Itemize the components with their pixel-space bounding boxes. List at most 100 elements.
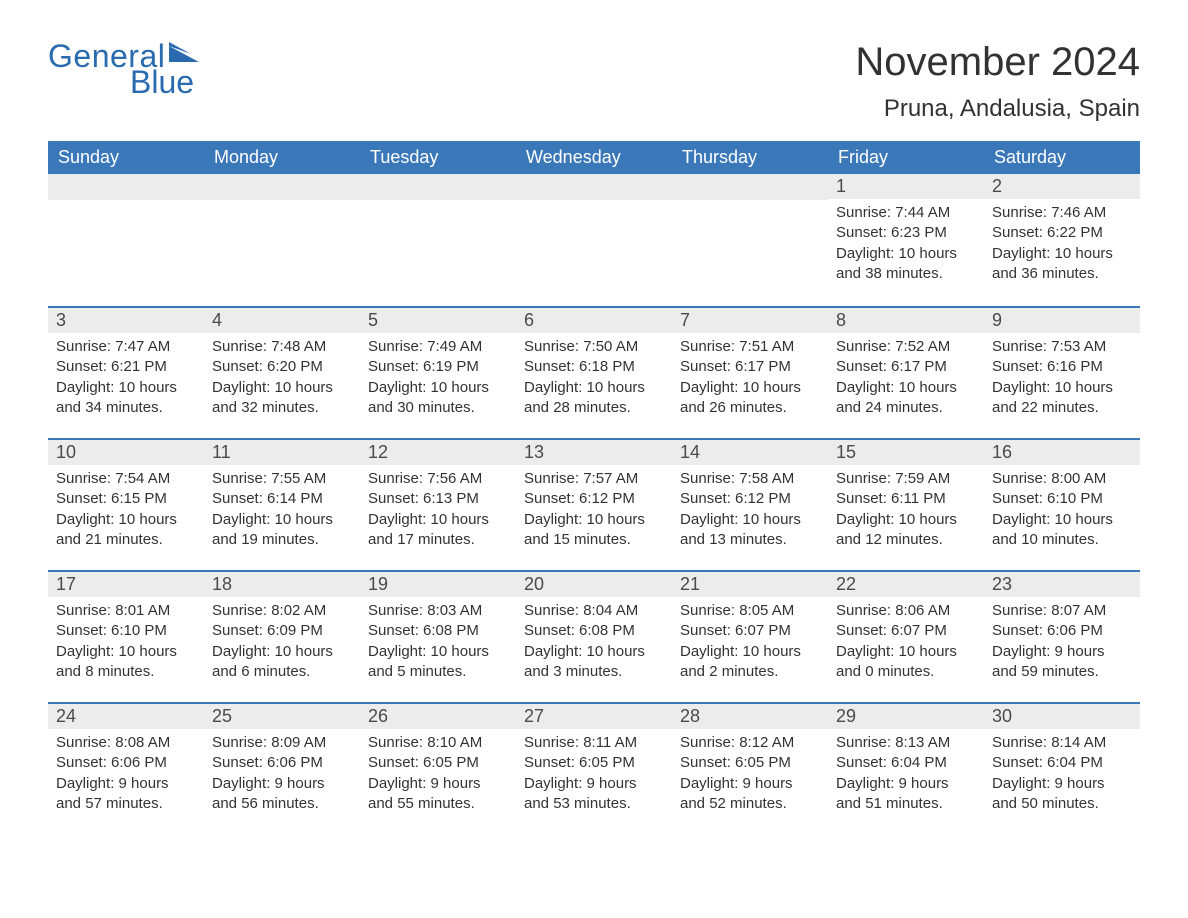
daylight-line: Daylight: 10 hours and 22 minutes. — [992, 378, 1132, 419]
calendar-day-cell: 9Sunrise: 7:53 AMSunset: 6:16 PMDaylight… — [984, 306, 1140, 438]
day-number: 6 — [516, 306, 672, 333]
sunrise-line: Sunrise: 8:05 AM — [680, 601, 820, 621]
day-details: Sunrise: 7:50 AMSunset: 6:18 PMDaylight:… — [516, 333, 672, 426]
sunrise-line: Sunrise: 8:06 AM — [836, 601, 976, 621]
sunrise-line: Sunrise: 8:02 AM — [212, 601, 352, 621]
calendar-day-cell: 14Sunrise: 7:58 AMSunset: 6:12 PMDayligh… — [672, 438, 828, 570]
sunrise-line: Sunrise: 7:53 AM — [992, 337, 1132, 357]
sunset-line: Sunset: 6:04 PM — [836, 753, 976, 773]
calendar-day-cell: 7Sunrise: 7:51 AMSunset: 6:17 PMDaylight… — [672, 306, 828, 438]
day-details: Sunrise: 8:07 AMSunset: 6:06 PMDaylight:… — [984, 597, 1140, 690]
daylight-line: Daylight: 10 hours and 13 minutes. — [680, 510, 820, 551]
daylight-line: Daylight: 10 hours and 36 minutes. — [992, 244, 1132, 285]
day-number: 19 — [360, 570, 516, 597]
day-details: Sunrise: 8:09 AMSunset: 6:06 PMDaylight:… — [204, 729, 360, 822]
daylight-line: Daylight: 9 hours and 51 minutes. — [836, 774, 976, 815]
sunrise-line: Sunrise: 7:50 AM — [524, 337, 664, 357]
day-number: 24 — [48, 702, 204, 729]
empty-day-strip — [48, 174, 204, 200]
day-number: 1 — [828, 174, 984, 199]
calendar-day-cell: 25Sunrise: 8:09 AMSunset: 6:06 PMDayligh… — [204, 702, 360, 834]
sunset-line: Sunset: 6:15 PM — [56, 489, 196, 509]
calendar-day-cell: 10Sunrise: 7:54 AMSunset: 6:15 PMDayligh… — [48, 438, 204, 570]
day-number: 14 — [672, 438, 828, 465]
day-details: Sunrise: 8:13 AMSunset: 6:04 PMDaylight:… — [828, 729, 984, 822]
daylight-line: Daylight: 9 hours and 56 minutes. — [212, 774, 352, 815]
day-number: 3 — [48, 306, 204, 333]
day-number: 26 — [360, 702, 516, 729]
day-details: Sunrise: 7:58 AMSunset: 6:12 PMDaylight:… — [672, 465, 828, 558]
sunset-line: Sunset: 6:20 PM — [212, 357, 352, 377]
day-number: 5 — [360, 306, 516, 333]
sunset-line: Sunset: 6:21 PM — [56, 357, 196, 377]
sunset-line: Sunset: 6:11 PM — [836, 489, 976, 509]
daylight-line: Daylight: 10 hours and 34 minutes. — [56, 378, 196, 419]
sunset-line: Sunset: 6:06 PM — [992, 621, 1132, 641]
calendar-week-row: 1Sunrise: 7:44 AMSunset: 6:23 PMDaylight… — [48, 174, 1140, 306]
calendar-day-cell: 6Sunrise: 7:50 AMSunset: 6:18 PMDaylight… — [516, 306, 672, 438]
sunset-line: Sunset: 6:12 PM — [524, 489, 664, 509]
logo-text-blue: Blue — [130, 66, 203, 98]
daylight-line: Daylight: 10 hours and 5 minutes. — [368, 642, 508, 683]
daylight-line: Daylight: 10 hours and 0 minutes. — [836, 642, 976, 683]
weekday-header: Monday — [204, 141, 360, 174]
daylight-line: Daylight: 10 hours and 24 minutes. — [836, 378, 976, 419]
daylight-line: Daylight: 10 hours and 19 minutes. — [212, 510, 352, 551]
daylight-line: Daylight: 10 hours and 15 minutes. — [524, 510, 664, 551]
calendar-day-cell: 21Sunrise: 8:05 AMSunset: 6:07 PMDayligh… — [672, 570, 828, 702]
day-details: Sunrise: 8:05 AMSunset: 6:07 PMDaylight:… — [672, 597, 828, 690]
page-header: General Blue November 2024 Pruna, Andalu… — [48, 40, 1140, 123]
daylight-line: Daylight: 10 hours and 21 minutes. — [56, 510, 196, 551]
sunset-line: Sunset: 6:10 PM — [56, 621, 196, 641]
calendar-day-cell: 29Sunrise: 8:13 AMSunset: 6:04 PMDayligh… — [828, 702, 984, 834]
day-details: Sunrise: 7:54 AMSunset: 6:15 PMDaylight:… — [48, 465, 204, 558]
calendar-day-cell: 11Sunrise: 7:55 AMSunset: 6:14 PMDayligh… — [204, 438, 360, 570]
weekday-header: Thursday — [672, 141, 828, 174]
calendar-day-cell: 1 Sunrise: 7:44 AMSunset: 6:23 PMDaylight… — [828, 174, 984, 306]
day-details: Sunrise: 7:47 AMSunset: 6:21 PMDaylight:… — [48, 333, 204, 426]
day-number: 17 — [48, 570, 204, 597]
empty-day-strip — [516, 174, 672, 200]
sunset-line: Sunset: 6:07 PM — [680, 621, 820, 641]
sunrise-line: Sunrise: 7:55 AM — [212, 469, 352, 489]
calendar-day-cell: 2Sunrise: 7:46 AMSunset: 6:22 PMDaylight… — [984, 174, 1140, 306]
daylight-line: Daylight: 10 hours and 3 minutes. — [524, 642, 664, 683]
sunrise-line: Sunrise: 7:54 AM — [56, 469, 196, 489]
day-number: 13 — [516, 438, 672, 465]
calendar-day-cell: 3Sunrise: 7:47 AMSunset: 6:21 PMDaylight… — [48, 306, 204, 438]
daylight-line: Daylight: 10 hours and 38 minutes. — [836, 244, 976, 285]
day-details: Sunrise: 8:11 AMSunset: 6:05 PMDaylight:… — [516, 729, 672, 822]
day-details: Sunrise: 7:52 AMSunset: 6:17 PMDaylight:… — [828, 333, 984, 426]
day-number: 10 — [48, 438, 204, 465]
calendar-week-row: 3Sunrise: 7:47 AMSunset: 6:21 PMDaylight… — [48, 306, 1140, 438]
day-number: 30 — [984, 702, 1140, 729]
weekday-header: Sunday — [48, 141, 204, 174]
sunrise-line: Sunrise: 7:49 AM — [368, 337, 508, 357]
sunset-line: Sunset: 6:13 PM — [368, 489, 508, 509]
day-details: Sunrise: 7:48 AMSunset: 6:20 PMDaylight:… — [204, 333, 360, 426]
sunset-line: Sunset: 6:23 PM — [836, 223, 976, 243]
day-number: 27 — [516, 702, 672, 729]
day-details: Sunrise: 8:10 AMSunset: 6:05 PMDaylight:… — [360, 729, 516, 822]
sunset-line: Sunset: 6:19 PM — [368, 357, 508, 377]
sunrise-line: Sunrise: 7:46 AM — [992, 203, 1132, 223]
day-number: 29 — [828, 702, 984, 729]
day-details: Sunrise: 8:03 AMSunset: 6:08 PMDaylight:… — [360, 597, 516, 690]
calendar-day-cell: 19Sunrise: 8:03 AMSunset: 6:08 PMDayligh… — [360, 570, 516, 702]
day-number: 28 — [672, 702, 828, 729]
day-number: 4 — [204, 306, 360, 333]
day-details: Sunrise: 8:01 AMSunset: 6:10 PMDaylight:… — [48, 597, 204, 690]
empty-day-strip — [360, 174, 516, 200]
day-number: 15 — [828, 438, 984, 465]
sunset-line: Sunset: 6:22 PM — [992, 223, 1132, 243]
sunrise-line: Sunrise: 7:44 AM — [836, 203, 976, 223]
sunset-line: Sunset: 6:05 PM — [524, 753, 664, 773]
weekday-header: Wednesday — [516, 141, 672, 174]
day-number: 21 — [672, 570, 828, 597]
day-number: 18 — [204, 570, 360, 597]
calendar-empty-cell — [204, 174, 360, 306]
sunset-line: Sunset: 6:09 PM — [212, 621, 352, 641]
empty-day-strip — [204, 174, 360, 200]
calendar-week-row: 10Sunrise: 7:54 AMSunset: 6:15 PMDayligh… — [48, 438, 1140, 570]
sunset-line: Sunset: 6:06 PM — [212, 753, 352, 773]
